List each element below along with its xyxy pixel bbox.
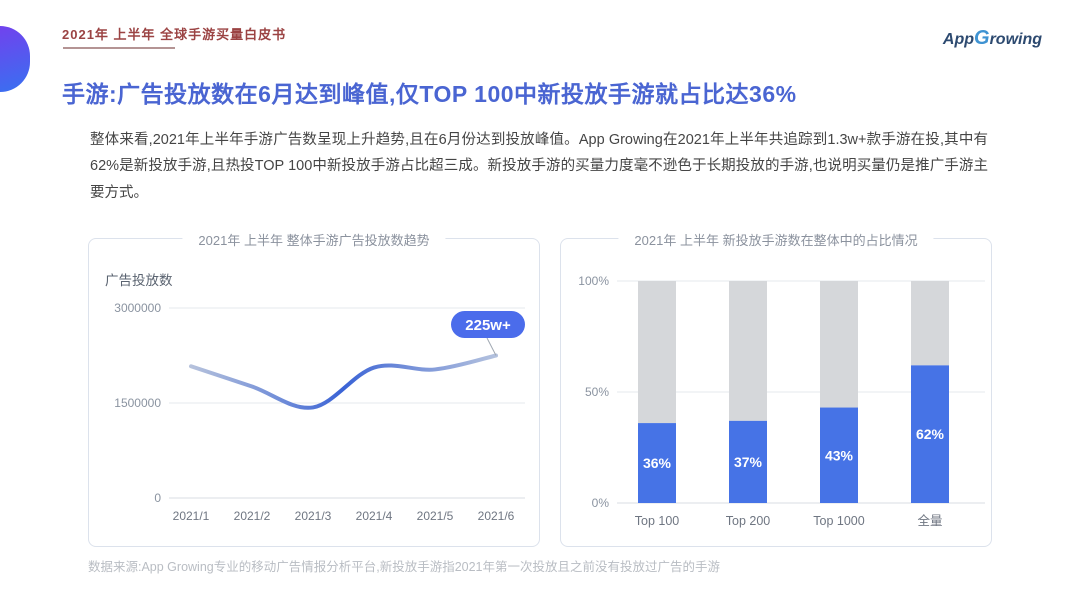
y-axis-tick-label: 50% — [585, 385, 609, 399]
x-axis-tick-label: 2021/3 — [295, 509, 332, 523]
bar-segment-new-games — [911, 365, 949, 503]
x-axis-category-label: Top 1000 — [813, 514, 864, 528]
y-axis-title: 广告投放数 — [105, 273, 173, 288]
line-chart-svg: 0 1500000 3000000 广告投放数 2021/1 2021/2 2021/3 20… — [105, 273, 525, 523]
annotation-badge — [451, 311, 525, 338]
header-underline — [63, 47, 175, 49]
x-axis-tick-label: 2021/2 — [234, 509, 271, 523]
logo-g-icon: G — [974, 27, 990, 49]
line-chart-title: 2021年 上半年 整体手游广告投放数趋势 — [182, 230, 446, 249]
bar-chart-card: 2021年 上半年 新投放手游数在整体中的占比情况 0% 50% 100% 36% To… — [560, 230, 992, 547]
x-axis-tick-label: 2021/1 — [173, 509, 210, 523]
line-series — [189, 353, 498, 410]
annotation-connector — [486, 337, 497, 356]
bar-segment-remainder — [820, 281, 858, 408]
y-axis-tick-label: 1500000 — [114, 396, 161, 410]
logo-rowing-text: rowing — [989, 31, 1042, 48]
y-axis-tick-label: 3000000 — [114, 301, 161, 315]
bar-value-label: 36% — [643, 455, 672, 471]
bar-segment-remainder — [729, 281, 767, 421]
bar-chart-title: 2021年 上半年 新投放手游数在整体中的占比情况 — [618, 230, 934, 249]
y-axis-tick-label: 0 — [154, 491, 161, 505]
x-axis-category-label: Top 100 — [635, 514, 680, 528]
bar-segment-remainder — [911, 281, 949, 366]
annotation-badge-label: 225w+ — [465, 317, 511, 334]
x-axis-tick-label: 2021/6 — [478, 509, 515, 523]
logo-app-text: App — [942, 31, 974, 48]
report-header-label: 2021年 上半年 全球手游买量白皮书 — [62, 27, 287, 42]
line-chart-card: 2021年 上半年 整体手游广告投放数趋势 0 1500000 3000000 广告投… — [88, 230, 540, 547]
header-accent-blob — [0, 26, 30, 92]
y-axis-tick-label: 0% — [592, 496, 610, 510]
bar-value-label: 62% — [916, 426, 945, 442]
x-axis-category-label: 全量 — [917, 513, 942, 528]
bar-segment-new-games — [729, 420, 767, 503]
bar-value-label: 43% — [825, 447, 854, 463]
bar-chart-svg: 0% 50% 100% 36% Top 100 37% Top 200 43% Top 1000… — [578, 274, 985, 528]
data-source-footnote: 数据来源:App Growing专业的移动广告情报分析平台,新投放手游指2021… — [88, 560, 721, 574]
app-growing-logo: AppGrowing — [943, 27, 1042, 50]
bar-segment-new-games — [820, 407, 858, 503]
bar-segment-remainder — [638, 281, 676, 424]
bar-segment-new-games — [638, 423, 676, 503]
page-title: 手游:广告投放数在6月达到峰值,仅TOP 100中新投放手游就占比达36% — [62, 81, 797, 108]
summary-paragraph: 整体来看,2021年上半年手游广告数呈现上升趋势,且在6月份达到投放峰值。App… — [90, 131, 988, 202]
x-axis-tick-label: 2021/5 — [417, 509, 454, 523]
bar-value-label: 37% — [734, 454, 763, 470]
y-axis-tick-label: 100% — [578, 274, 609, 288]
x-axis-category-label: Top 200 — [726, 514, 771, 528]
x-axis-tick-label: 2021/4 — [356, 509, 393, 523]
